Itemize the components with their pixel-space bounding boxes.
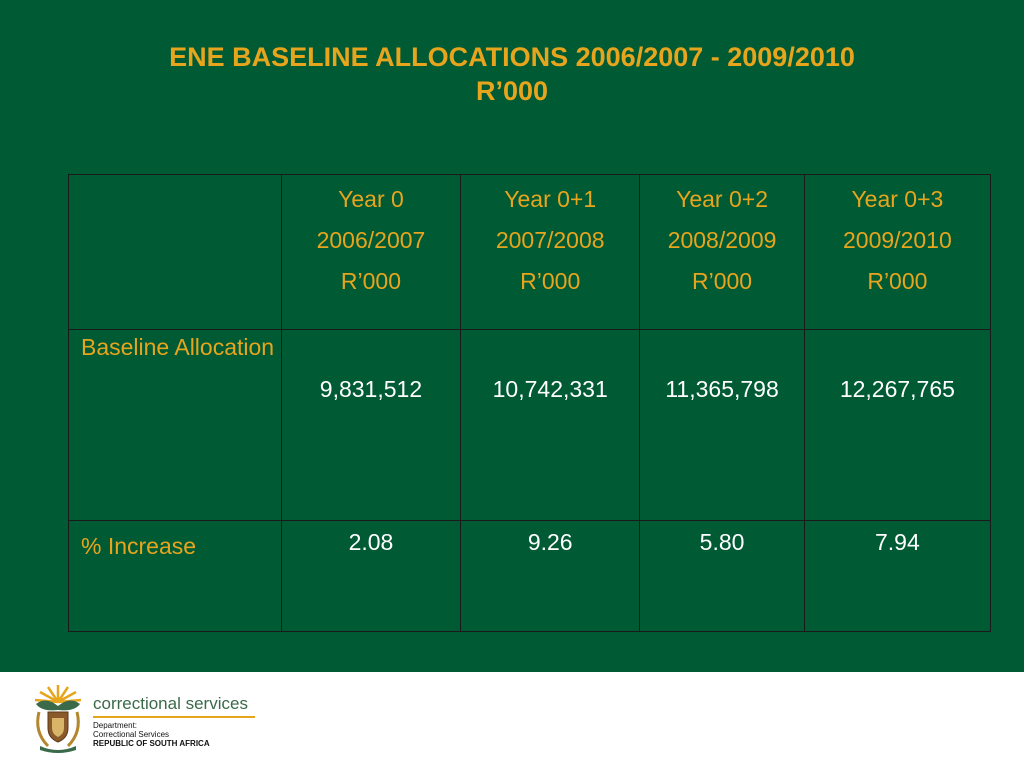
column-period: 2007/2008: [495, 227, 605, 253]
column-header: Year 0+2 2008/2009 R’000: [639, 174, 805, 330]
title-line-2: R’000: [475, 76, 549, 106]
table-cell: 2.08: [280, 520, 462, 632]
column-unit: R’000: [692, 268, 753, 294]
table-cell: 12,267,765: [803, 329, 992, 521]
table-cell: 9.26: [460, 520, 641, 632]
footer-bar: [0, 672, 1024, 768]
table-row-increase: % Increase 2.08 9.26 5.80 7.94: [68, 520, 992, 632]
column-unit: R’000: [340, 268, 402, 294]
column-year: Year 0+1: [504, 186, 597, 212]
column-period: 2008/2009: [667, 227, 777, 253]
slide-title: ENE BASELINE ALLOCATIONS 2006/2007 - 200…: [40, 40, 984, 108]
column-unit: R’000: [520, 268, 581, 294]
table-row-baseline: Baseline Allocation 9,831,512 10,742,331…: [68, 329, 992, 521]
column-header: Year 0 2006/2007 R’000: [280, 174, 462, 330]
allocations-table: Year 0 2006/2007 R’000 Year 0+1 2007/200…: [68, 174, 992, 632]
header-empty-cell: [68, 174, 282, 330]
column-year: Year 0+3: [851, 186, 944, 212]
row-label: % Increase: [68, 520, 282, 632]
table-cell: 10,742,331: [460, 329, 641, 521]
department-name: Correctional Services: [93, 730, 170, 739]
column-year: Year 0: [338, 186, 404, 212]
title-line-1: ENE BASELINE ALLOCATIONS 2006/2007 - 200…: [169, 42, 855, 72]
row-label: Baseline Allocation: [68, 329, 282, 521]
coat-of-arms-icon: [34, 685, 82, 753]
column-header: Year 0+3 2009/2010 R’000: [803, 174, 992, 330]
department-label: Department:: [93, 721, 138, 730]
country-name: REPUBLIC OF SOUTH AFRICA: [93, 739, 210, 748]
table-cell: 5.80: [639, 520, 805, 632]
brand-divider: [93, 716, 255, 718]
table-cell: 9,831,512: [280, 329, 462, 521]
brand-name: correctional services: [93, 694, 248, 713]
column-year: Year 0+2: [676, 186, 768, 212]
column-period: 2006/2007: [316, 227, 426, 253]
table-cell: 11,365,798: [639, 329, 805, 521]
table-cell: 7.94: [803, 520, 992, 632]
column-header: Year 0+1 2007/2008 R’000: [460, 174, 641, 330]
column-unit: R’000: [867, 268, 928, 294]
table-header-row: Year 0 2006/2007 R’000 Year 0+1 2007/200…: [68, 174, 992, 330]
column-period: 2009/2010: [843, 227, 952, 253]
